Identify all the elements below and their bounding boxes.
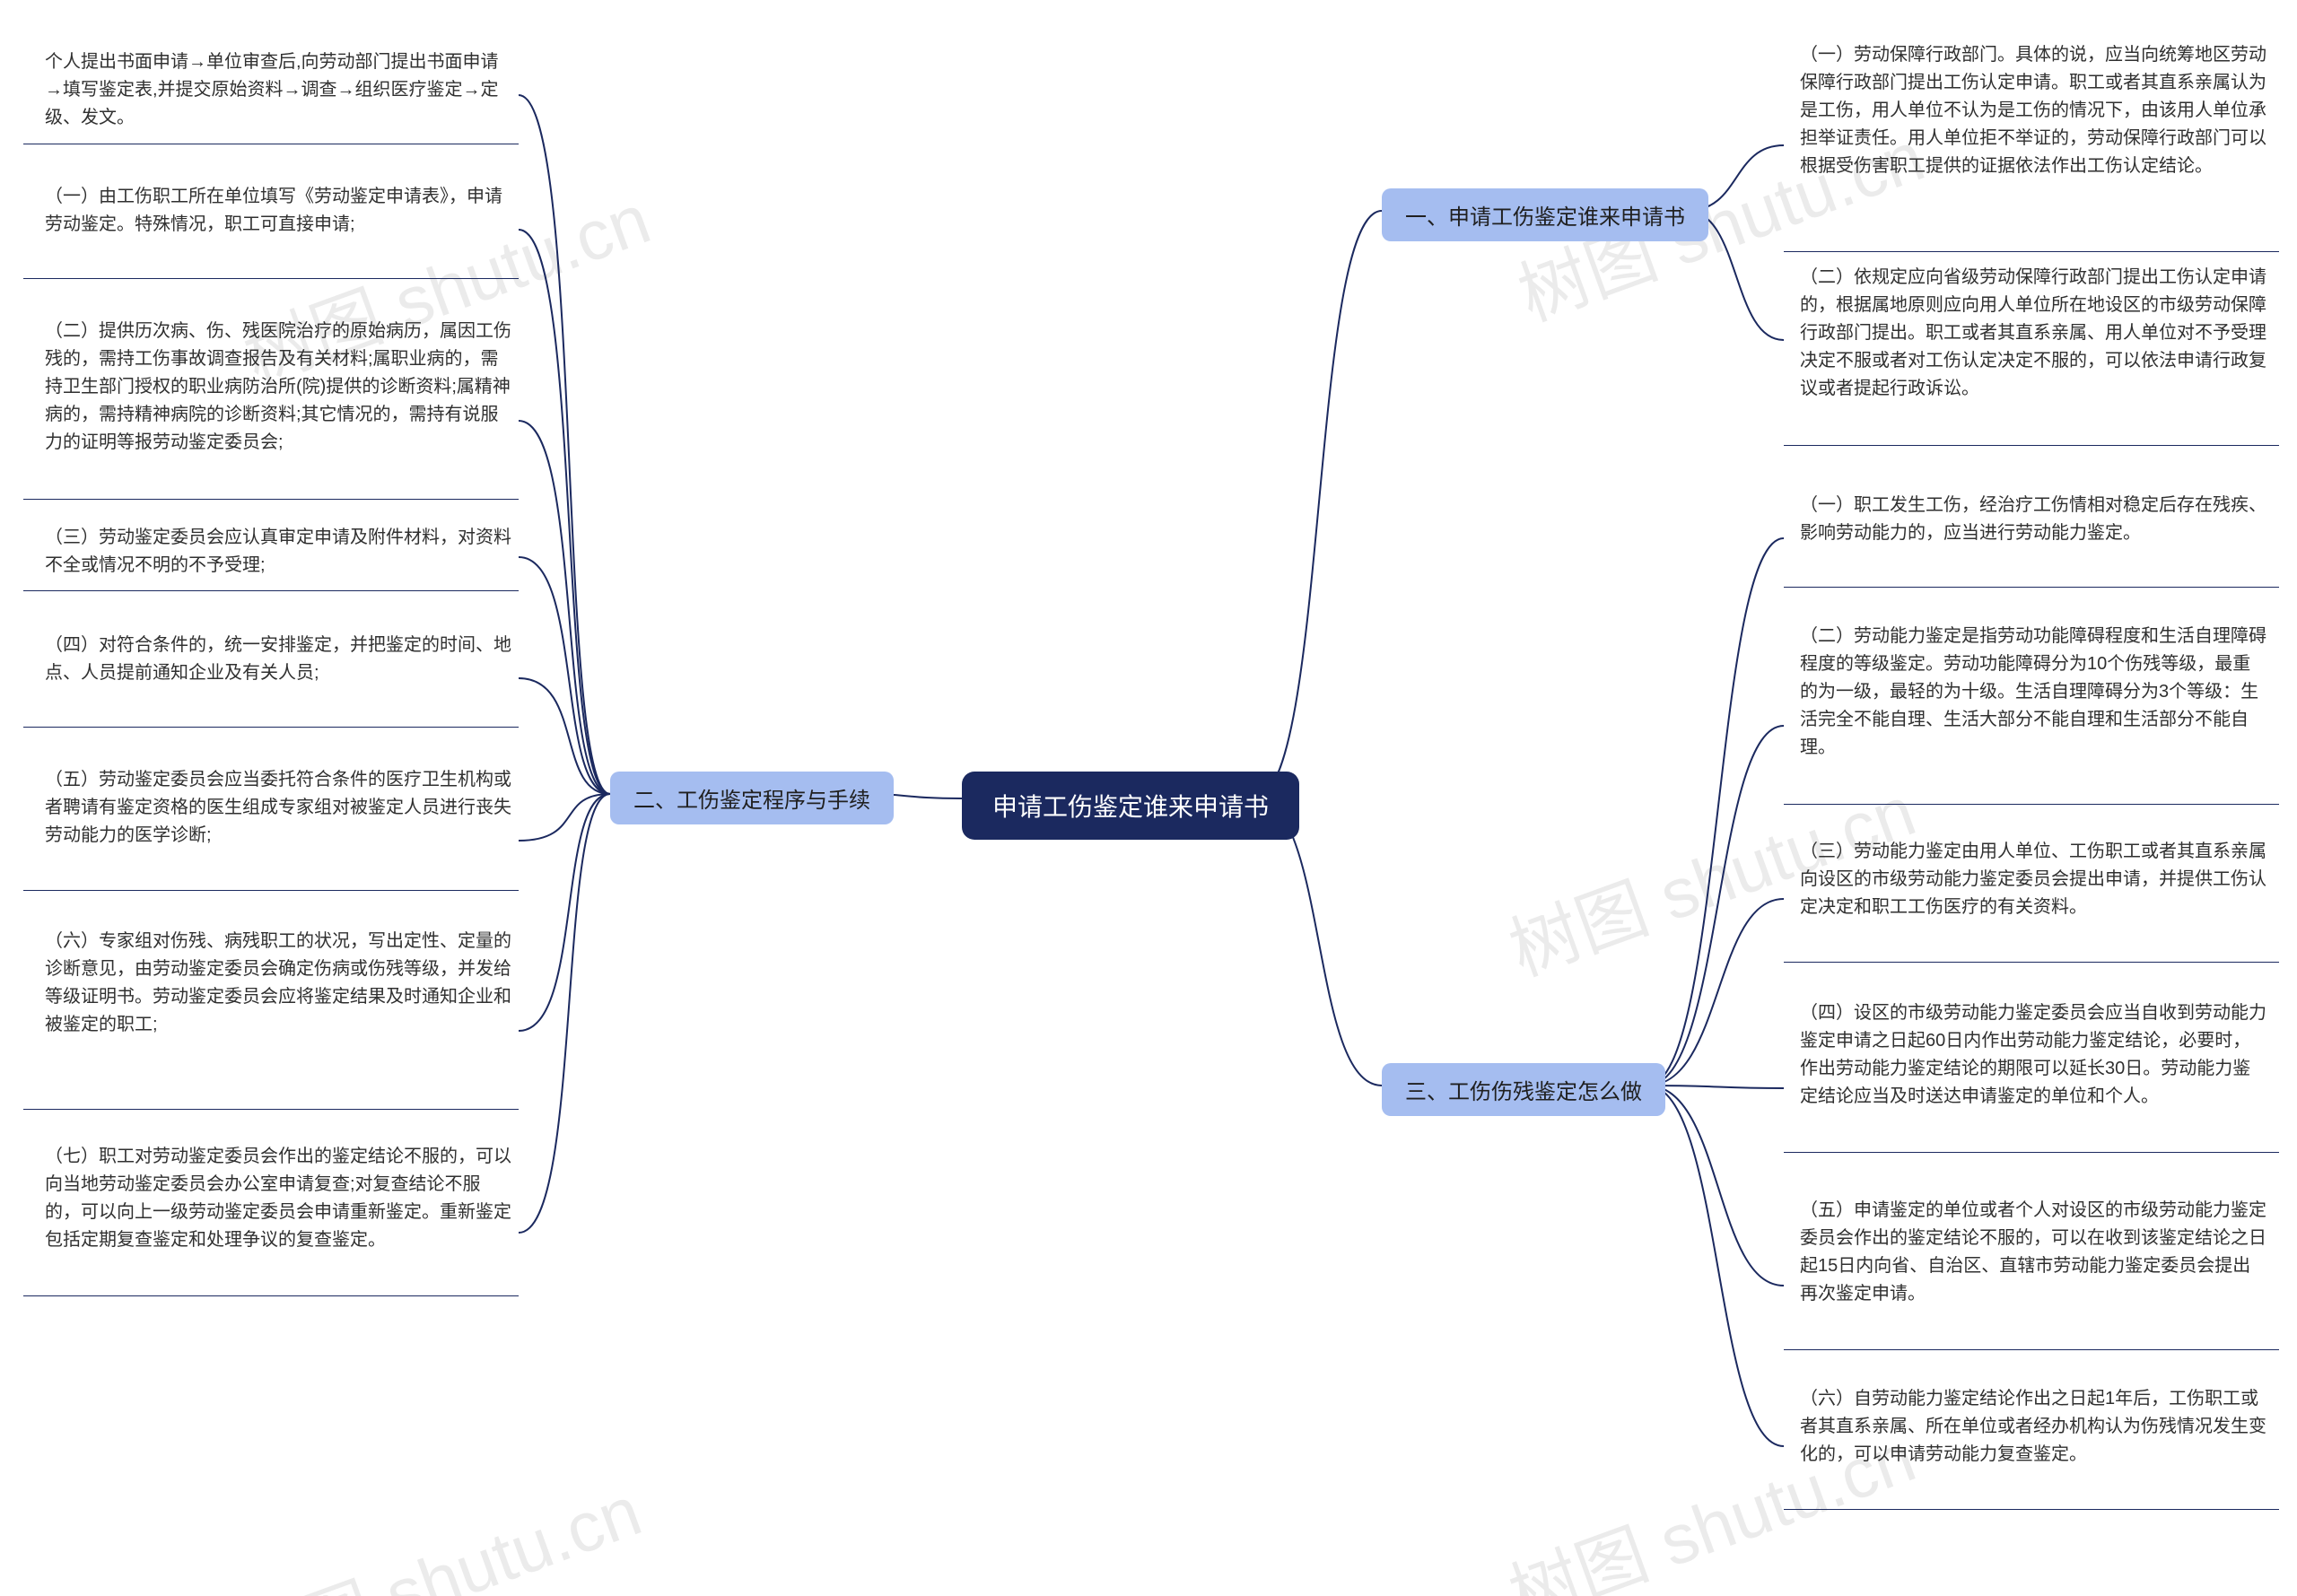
leaf-underline [1784, 804, 2279, 805]
leaf-node: （五）劳动鉴定委员会应当委托符合条件的医疗卫生机构或者聘请有鉴定资格的医生组成专… [45, 766, 511, 850]
leaf-underline [1784, 1509, 2279, 1510]
watermark: 树图 shutu.cn [220, 1456, 652, 1596]
leaf-underline [1784, 445, 2279, 446]
leaf-underline [23, 727, 519, 728]
leaf-node: （二）提供历次病、伤、残医院治疗的原始病历，属因工伤残的，需持工伤事故调查报告及… [45, 318, 511, 457]
leaf-underline [1784, 1349, 2279, 1350]
branch-who-applies: 一、申请工伤鉴定谁来申请书 [1382, 188, 1708, 241]
leaf-node: （三）劳动能力鉴定由用人单位、工伤职工或者其直系亲属向设区的市级劳动能力鉴定委员… [1800, 838, 2266, 921]
leaf-node: （三）劳动鉴定委员会应认真审定申请及附件材料，对资料不全或情况不明的不予受理; [45, 524, 511, 580]
leaf-node: （一）由工伤职工所在单位填写《劳动鉴定申请表》，申请劳动鉴定。特殊情况，职工可直… [45, 183, 511, 239]
leaf-node: 个人提出书面申请→单位审查后,向劳动部门提出书面申请→填写鉴定表,并提交原始资料… [45, 48, 511, 132]
leaf-underline [23, 1295, 519, 1296]
leaf-underline [1784, 251, 2279, 252]
leaf-node: （七）职工对劳动鉴定委员会作出的鉴定结论不服的，可以向当地劳动鉴定委员会办公室申… [45, 1143, 511, 1254]
leaf-underline [23, 890, 519, 891]
leaf-underline [23, 1109, 519, 1110]
leaf-node: （五）申请鉴定的单位或者个人对设区的市级劳动能力鉴定委员会作出的鉴定结论不服的，… [1800, 1197, 2266, 1308]
leaf-node: （四）设区的市级劳动能力鉴定委员会应当自收到劳动能力鉴定申请之日起60日内作出劳… [1800, 999, 2266, 1111]
leaf-underline [1784, 962, 2279, 963]
leaf-underline [23, 590, 519, 591]
leaf-node: （二）劳动能力鉴定是指劳动功能障碍程度和生活自理障碍程度的等级鉴定。劳动功能障碍… [1800, 623, 2266, 762]
leaf-node: （一）职工发生工伤，经治疗工伤情相对稳定后存在残疾、影响劳动能力的，应当进行劳动… [1800, 492, 2266, 547]
leaf-node: （四）对符合条件的，统一安排鉴定，并把鉴定的时间、地点、人员提前通知企业及有关人… [45, 632, 511, 687]
leaf-node: （六）自劳动能力鉴定结论作出之日起1年后，工伤职工或者其直系亲属、所在单位或者经… [1800, 1385, 2266, 1469]
mindmap-root: 申请工伤鉴定谁来申请书 [962, 772, 1299, 840]
root-label: 申请工伤鉴定谁来申请书 [992, 793, 1269, 821]
branch-label: 二、工伤鉴定程序与手续 [633, 789, 870, 813]
leaf-node: （一）劳动保障行政部门。具体的说，应当向统筹地区劳动保障行政部门提出工伤认定申请… [1800, 41, 2266, 180]
leaf-node: （六）专家组对伤残、病残职工的状况，写出定性、定量的诊断意见，由劳动鉴定委员会确… [45, 928, 511, 1039]
leaf-underline [1784, 587, 2279, 588]
leaf-underline [23, 499, 519, 500]
leaf-node: （二）依规定应向省级劳动保障行政部门提出工伤认定申请的，根据属地原则应向用人单位… [1800, 264, 2266, 403]
branch-label: 三、工伤伤残鉴定怎么做 [1405, 1080, 1642, 1104]
branch-disability-assess: 三、工伤伤残鉴定怎么做 [1382, 1063, 1665, 1116]
leaf-underline [23, 278, 519, 279]
branch-procedure: 二、工伤鉴定程序与手续 [610, 772, 894, 824]
leaf-underline [1784, 1152, 2279, 1153]
branch-label: 一、申请工伤鉴定谁来申请书 [1405, 205, 1685, 230]
